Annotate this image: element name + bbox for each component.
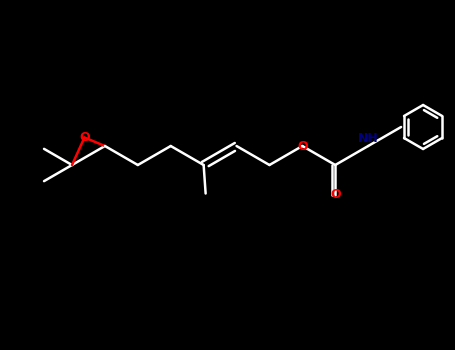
Text: O: O	[79, 131, 90, 144]
Text: O: O	[297, 140, 308, 153]
Text: O: O	[330, 188, 341, 201]
Text: NH: NH	[358, 133, 379, 146]
